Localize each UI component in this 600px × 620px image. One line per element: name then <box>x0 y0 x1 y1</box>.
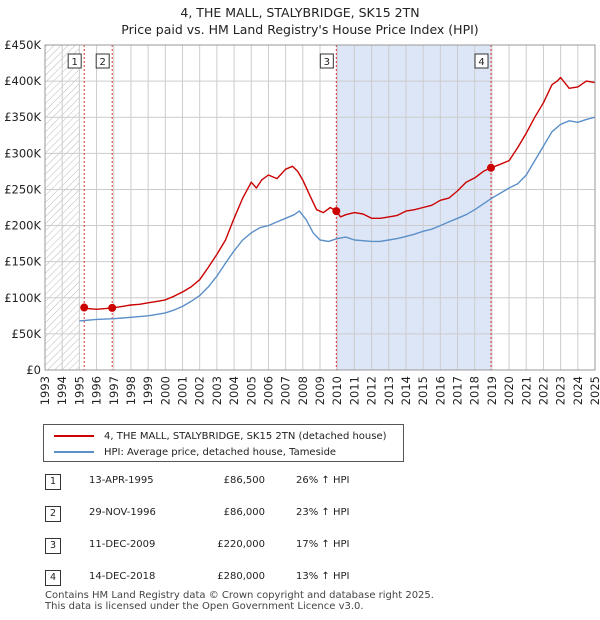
sale-point <box>332 207 341 216</box>
x-tick-label: 2001 <box>176 376 190 405</box>
x-tick-label: 2017 <box>451 376 465 405</box>
chart-title-line1: 4, THE MALL, STALYBRIDGE, SK15 2TN <box>180 5 420 20</box>
legend: 4, THE MALL, STALYBRIDGE, SK15 2TN (deta… <box>43 424 404 462</box>
sale-point <box>487 163 496 172</box>
x-tick-label: 2007 <box>279 376 293 405</box>
sale-marker-box <box>67 53 82 69</box>
sale-row: 3 11-DEC-2009 £220,000 17% ↑ HPI <box>45 538 600 556</box>
x-tick-label: 1995 <box>72 376 86 405</box>
x-tick-label: 1996 <box>90 376 104 405</box>
sale-marker-number: 3 <box>324 57 330 68</box>
chart-title-line2: Price paid vs. HM Land Registry's House … <box>121 22 479 37</box>
sale-price: £86,000 <box>223 507 265 518</box>
sale-date: 11-DEC-2009 <box>89 539 156 550</box>
legend-label-hpi: HPI: Average price, detached house, Tame… <box>104 446 337 458</box>
x-tick-label: 2005 <box>244 376 258 405</box>
x-tick-label: 2018 <box>468 376 482 405</box>
x-tick-label: 1997 <box>107 376 121 405</box>
y-tick-label: £200K <box>4 219 41 233</box>
sale-date: 14-DEC-2018 <box>89 571 156 582</box>
sale-hpi-change: 26% ↑ HPI <box>296 475 350 486</box>
x-tick-label: 2019 <box>485 376 499 405</box>
legend-item-hpi: HPI: Average price, detached house, Tame… <box>54 445 336 459</box>
y-tick-label: £100K <box>4 291 41 305</box>
sale-marker-number: 2 <box>100 57 106 68</box>
x-tick-label: 2012 <box>365 376 379 405</box>
y-tick-label: £150K <box>4 255 41 269</box>
sale-marker-number: 1 <box>72 57 78 68</box>
price-chart: 1 2 3 4 £0 £50K £100K £150K £200K £250K £300K £350… <box>4 38 600 405</box>
y-tick-label: £0 <box>26 363 41 377</box>
sale-hpi-change: 13% ↑ HPI <box>296 571 350 582</box>
x-tick-label: 2011 <box>347 376 361 405</box>
legend-item-property: 4, THE MALL, STALYBRIDGE, SK15 2TN (deta… <box>54 429 387 443</box>
x-tick-label: 2002 <box>193 376 207 405</box>
y-tick-label: £400K <box>4 74 41 88</box>
footer-line1: Contains HM Land Registry data © Crown c… <box>45 590 434 601</box>
legend-swatch-hpi <box>54 451 94 453</box>
sale-number-badge: 4 <box>45 570 61 586</box>
y-tick-label: £350K <box>4 110 41 124</box>
x-tick-label: 1999 <box>141 376 155 405</box>
x-tick-label: 2025 <box>588 376 600 405</box>
sale-point <box>80 303 89 312</box>
x-tick-label: 2016 <box>433 376 447 405</box>
sale-marker-box <box>95 53 110 69</box>
x-tick-label: 2023 <box>554 376 568 405</box>
legend-label-property: 4, THE MALL, STALYBRIDGE, SK15 2TN (deta… <box>104 430 387 442</box>
y-tick-label: £450K <box>4 38 41 52</box>
x-tick-label: 1994 <box>55 376 69 405</box>
sale-marker-box <box>319 53 334 69</box>
x-tick-label: 2009 <box>313 376 327 405</box>
x-tick-label: 2000 <box>158 376 172 405</box>
x-tick-label: 2022 <box>536 376 550 405</box>
sale-price: £280,000 <box>217 571 265 582</box>
x-tick-label: 2010 <box>330 376 344 405</box>
x-tick-label: 2003 <box>210 376 224 405</box>
x-tick-label: 1998 <box>124 376 138 405</box>
footer-line2: This data is licensed under the Open Gov… <box>45 601 364 612</box>
sale-row: 4 14-DEC-2018 £280,000 13% ↑ HPI <box>45 570 600 588</box>
hpi-line <box>79 116 595 322</box>
sale-date: 29-NOV-1996 <box>89 507 156 518</box>
sale-number-badge: 3 <box>45 538 61 554</box>
sale-row: 2 29-NOV-1996 £86,000 23% ↑ HPI <box>45 506 600 524</box>
highlight-region <box>336 45 492 370</box>
plot-frame <box>44 44 596 371</box>
sale-number-badge: 1 <box>45 474 61 490</box>
sale-hpi-change: 17% ↑ HPI <box>296 539 350 550</box>
sale-row: 1 13-APR-1995 £86,500 26% ↑ HPI <box>45 474 600 492</box>
sale-hpi-change: 23% ↑ HPI <box>296 507 350 518</box>
chart-title: 4, THE MALL, STALYBRIDGE, SK15 2TN Price… <box>0 4 600 38</box>
x-tick-label: 2008 <box>296 376 310 405</box>
sale-number-badge: 2 <box>45 506 61 522</box>
y-tick-label: £50K <box>12 327 42 341</box>
sale-price: £86,500 <box>223 475 265 486</box>
x-tick-label: 2013 <box>382 376 396 405</box>
footer-attribution: Contains HM Land Registry data © Crown c… <box>45 590 434 612</box>
sale-marker-box <box>474 53 489 69</box>
x-tick-label: 2004 <box>227 376 241 405</box>
x-tick-label: 2014 <box>399 376 413 405</box>
sale-price: £220,000 <box>217 539 265 550</box>
x-tick-label: 1993 <box>38 376 52 405</box>
y-tick-label: £250K <box>4 182 41 196</box>
x-tick-label: 2021 <box>519 376 533 405</box>
sale-marker-number: 4 <box>478 57 484 68</box>
legend-swatch-property <box>54 435 94 437</box>
x-tick-label: 2015 <box>416 376 430 405</box>
sale-date: 13-APR-1995 <box>89 475 154 486</box>
x-tick-label: 2024 <box>571 376 585 405</box>
y-tick-label: £300K <box>4 146 41 160</box>
x-tick-label: 2006 <box>261 376 275 405</box>
sale-point <box>108 303 117 312</box>
x-tick-label: 2020 <box>502 376 516 405</box>
